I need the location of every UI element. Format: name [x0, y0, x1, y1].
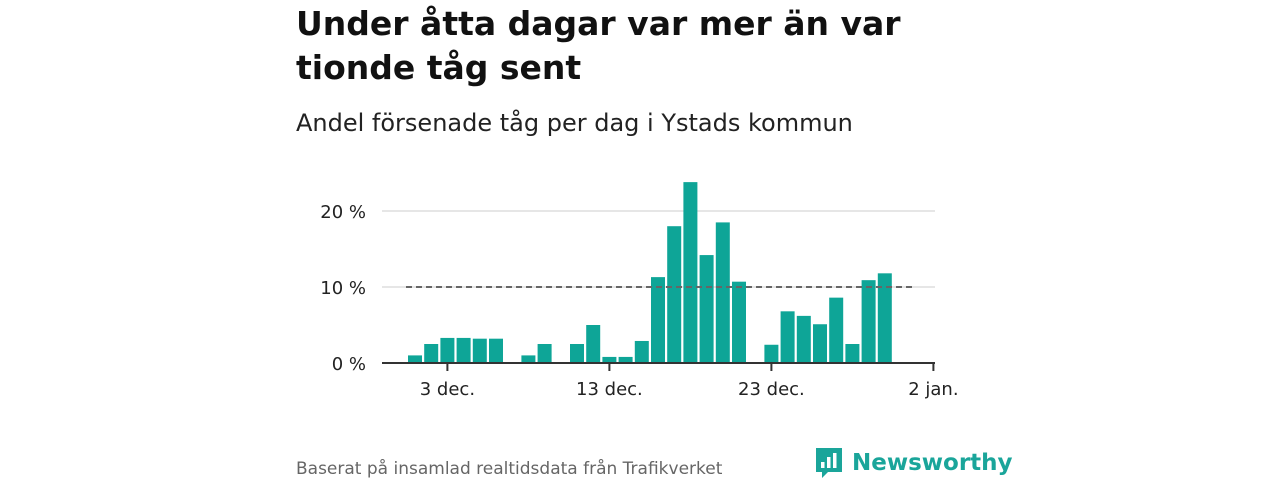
bar [440, 337, 455, 363]
x-tick-label: 2 jan. [908, 379, 958, 400]
chart-subtitle: Andel försenade tåg per dag i Ystads kom… [296, 109, 853, 137]
bar [489, 338, 503, 363]
x-tick-label: 3 dec. [420, 379, 475, 400]
bar [699, 255, 714, 363]
bar [586, 325, 601, 363]
bar [715, 222, 730, 363]
chart-title: Under åtta dagar var mer än var tionde t… [296, 4, 901, 87]
bar [537, 344, 552, 363]
bar [732, 281, 746, 363]
bar [602, 356, 617, 363]
bar [618, 356, 633, 363]
bar [764, 344, 779, 363]
bar [829, 297, 844, 363]
bars [408, 182, 892, 363]
bar [861, 280, 876, 363]
bar [521, 355, 536, 363]
bar [424, 344, 439, 363]
bar [813, 324, 827, 363]
bar [667, 226, 682, 363]
newsworthy-logo-icon [816, 448, 842, 478]
y-axis-ticks: 0 % 10 % 20 % [320, 202, 366, 375]
x-axis-ticks: 3 dec. 13 dec. 23 dec. 2 jan. [420, 363, 959, 400]
bar [472, 338, 487, 363]
brand-name: Newsworthy [852, 450, 1013, 476]
bar [796, 315, 811, 363]
y-tick-label: 20 % [320, 202, 366, 223]
bar [780, 311, 795, 363]
y-tick-label: 10 % [320, 278, 366, 299]
bar [683, 182, 698, 363]
bar [651, 277, 665, 363]
gridlines [382, 210, 935, 288]
bar [634, 340, 649, 363]
bar [877, 273, 892, 363]
source-note: Baserat på insamlad realtidsdata från Tr… [296, 459, 723, 479]
brand-logo[interactable]: Newsworthy [814, 446, 1013, 480]
x-tick-label: 23 dec. [738, 379, 805, 400]
x-tick-label: 13 dec. [576, 379, 643, 400]
bar [845, 344, 860, 363]
y-tick-label: 0 % [332, 354, 366, 375]
bar [456, 337, 471, 363]
bar [570, 344, 584, 363]
bar [408, 355, 422, 363]
